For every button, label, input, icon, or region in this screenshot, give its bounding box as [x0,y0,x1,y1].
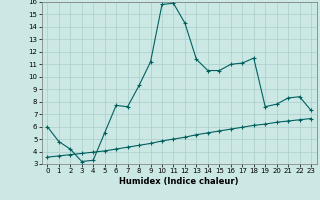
X-axis label: Humidex (Indice chaleur): Humidex (Indice chaleur) [119,177,239,186]
